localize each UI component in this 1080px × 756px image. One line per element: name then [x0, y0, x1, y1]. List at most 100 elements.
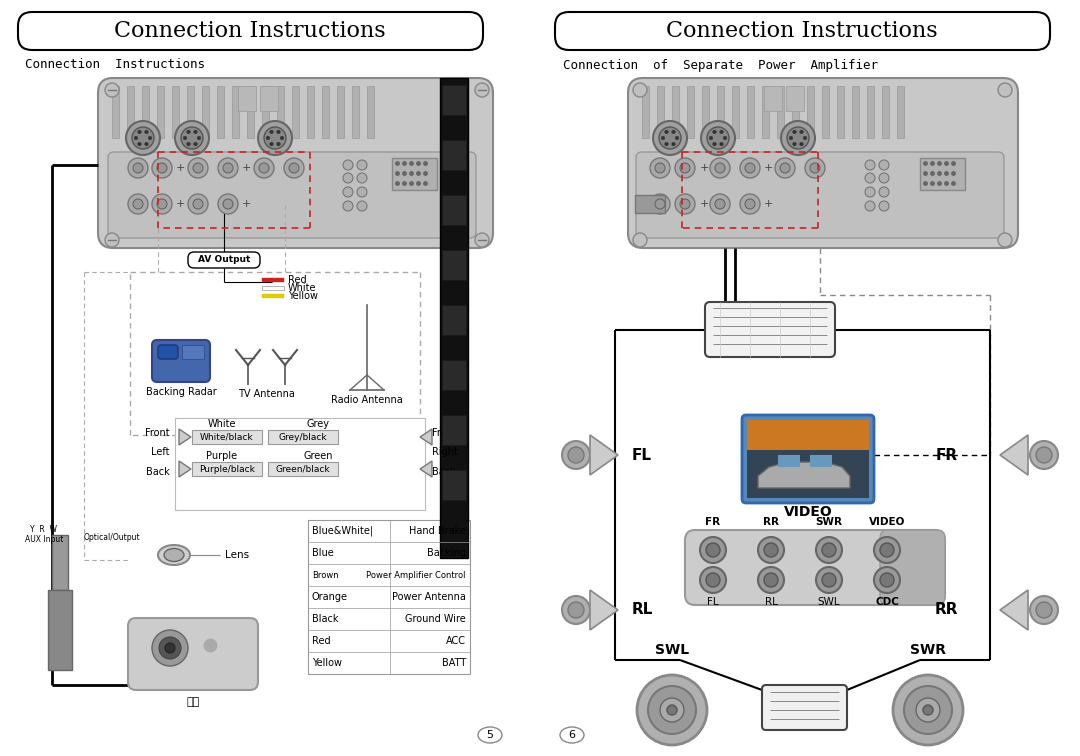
Bar: [48, 590, 72, 670]
Circle shape: [193, 142, 198, 146]
Circle shape: [187, 142, 190, 146]
FancyBboxPatch shape: [636, 152, 1004, 238]
Text: White: White: [207, 419, 237, 429]
Polygon shape: [179, 429, 191, 445]
Circle shape: [648, 686, 696, 734]
Circle shape: [780, 163, 789, 173]
Circle shape: [562, 596, 590, 624]
Bar: [442, 415, 465, 445]
Text: Ground Wire: Ground Wire: [405, 614, 465, 624]
Text: +: +: [764, 163, 772, 173]
Circle shape: [1036, 447, 1052, 463]
Circle shape: [916, 698, 940, 722]
Polygon shape: [590, 435, 618, 475]
FancyBboxPatch shape: [18, 12, 483, 50]
Bar: [642, 86, 649, 138]
Circle shape: [745, 199, 755, 209]
Circle shape: [998, 233, 1012, 247]
Text: White/black: White/black: [200, 432, 254, 442]
Circle shape: [193, 163, 203, 173]
Bar: [292, 86, 299, 138]
Circle shape: [879, 201, 889, 211]
Circle shape: [343, 201, 353, 211]
Circle shape: [276, 130, 281, 134]
Text: Black: Black: [312, 614, 338, 624]
Circle shape: [706, 573, 720, 587]
Circle shape: [188, 194, 208, 214]
Circle shape: [138, 130, 141, 134]
Text: Connection Instructions: Connection Instructions: [666, 20, 937, 42]
Text: Back: Back: [432, 467, 456, 477]
Bar: [687, 86, 694, 138]
Circle shape: [758, 567, 784, 593]
Circle shape: [713, 142, 716, 146]
Circle shape: [660, 698, 684, 722]
Circle shape: [152, 194, 172, 214]
Circle shape: [680, 199, 690, 209]
Text: RL: RL: [632, 603, 653, 618]
Bar: [442, 195, 465, 225]
Circle shape: [654, 199, 665, 209]
Text: Orange: Orange: [312, 592, 348, 602]
Bar: [157, 86, 164, 138]
Text: FL: FL: [632, 448, 652, 463]
Circle shape: [758, 537, 784, 563]
Circle shape: [923, 705, 933, 715]
Bar: [764, 86, 782, 111]
Circle shape: [157, 199, 167, 209]
Circle shape: [661, 136, 665, 140]
Text: Y  R  W: Y R W: [30, 525, 57, 534]
Text: +: +: [764, 199, 772, 209]
Circle shape: [789, 136, 793, 140]
Text: Connection  Instructions: Connection Instructions: [25, 58, 205, 72]
Circle shape: [764, 573, 778, 587]
Text: Power Antenna: Power Antenna: [392, 592, 465, 602]
Circle shape: [198, 136, 201, 140]
Circle shape: [700, 537, 726, 563]
Text: Front: Front: [432, 428, 457, 438]
Text: Left: Left: [151, 447, 170, 457]
Text: RR: RR: [762, 517, 779, 527]
Circle shape: [793, 130, 796, 134]
Ellipse shape: [478, 727, 502, 743]
Circle shape: [816, 537, 842, 563]
Bar: [183, 345, 204, 359]
FancyBboxPatch shape: [880, 530, 945, 605]
Text: Radio Antenna: Radio Antenna: [332, 395, 403, 405]
Circle shape: [787, 127, 809, 149]
Bar: [920, 158, 966, 190]
Text: +: +: [241, 163, 251, 173]
Text: Blue: Blue: [312, 548, 334, 558]
Circle shape: [724, 136, 727, 140]
Circle shape: [105, 233, 119, 247]
Circle shape: [357, 173, 367, 183]
Circle shape: [187, 130, 190, 134]
FancyBboxPatch shape: [129, 618, 258, 690]
Text: Blue&White|: Blue&White|: [312, 525, 373, 536]
Text: RL: RL: [765, 597, 778, 607]
Bar: [702, 86, 708, 138]
Circle shape: [764, 543, 778, 557]
Bar: [337, 86, 345, 138]
Circle shape: [270, 130, 273, 134]
Circle shape: [740, 194, 760, 214]
Circle shape: [152, 630, 188, 666]
FancyBboxPatch shape: [685, 530, 945, 605]
Bar: [442, 470, 465, 500]
Text: SWL: SWL: [818, 597, 840, 607]
Text: +: +: [700, 163, 708, 173]
Bar: [747, 86, 754, 138]
Circle shape: [805, 158, 825, 178]
Text: BATT: BATT: [442, 658, 465, 668]
FancyBboxPatch shape: [555, 12, 1050, 50]
FancyBboxPatch shape: [742, 415, 874, 503]
Bar: [822, 86, 829, 138]
Bar: [268, 462, 338, 476]
Text: FR: FR: [705, 517, 720, 527]
Bar: [747, 450, 869, 498]
Circle shape: [879, 160, 889, 170]
FancyBboxPatch shape: [762, 685, 847, 730]
Circle shape: [357, 160, 367, 170]
Circle shape: [175, 121, 210, 155]
Circle shape: [710, 136, 713, 140]
